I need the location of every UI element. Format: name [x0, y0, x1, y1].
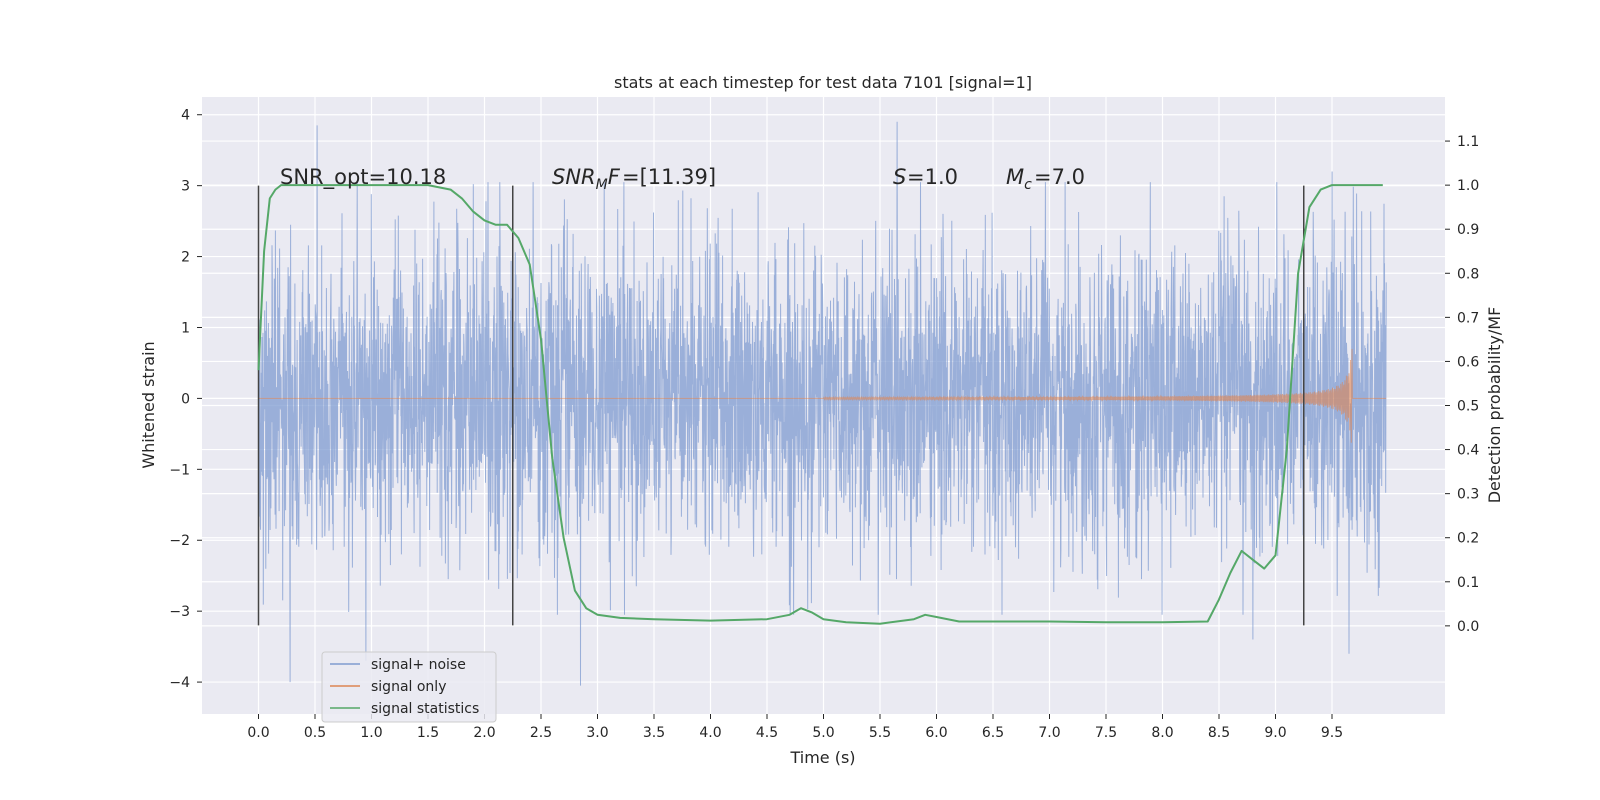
snr-opt-annotation: SNR_opt=10.18 [280, 165, 446, 190]
x-tick-label: 0.0 [247, 725, 269, 741]
y-axis-right-label: Detection probability/MF [1485, 307, 1504, 504]
y-axis-label: Whitened strain [139, 341, 158, 468]
legend-box [321, 651, 497, 723]
series-signal-plus-noise [258, 121, 1387, 686]
y-right-tick-label: 1.0 [1457, 178, 1479, 194]
legend: signal+ noise signal only signal statist… [321, 651, 497, 723]
x-tick-label: 1.0 [360, 725, 382, 741]
legend-entry-signal: signal only [371, 679, 446, 695]
x-tick-label: 9.0 [1264, 725, 1286, 741]
x-tick-label: 2.0 [473, 725, 495, 741]
y-right-tick-label: 0.1 [1457, 575, 1479, 591]
y-right-tick-label: 0.4 [1457, 443, 1479, 459]
y-tick-label: −1 [169, 462, 190, 478]
series-signal-statistics [257, 184, 1383, 625]
y-right-tick-label: 0.9 [1457, 222, 1479, 238]
y-tick-label: −3 [169, 604, 190, 620]
legend-entry-statistics: signal statistics [371, 701, 479, 717]
y-tick-label: −2 [169, 533, 190, 549]
y-right-tick-label: 1.1 [1457, 134, 1479, 150]
y-tick-label: 0 [181, 391, 190, 407]
y-tick-label: 3 [181, 179, 190, 195]
y-right-tick-label: 0.0 [1457, 619, 1479, 635]
x-tick-label: 4.0 [699, 725, 721, 741]
x-tick-label: 9.5 [1321, 725, 1343, 741]
s-symbol: S [893, 165, 906, 189]
x-tick-label: 3.5 [643, 725, 665, 741]
plot-area [257, 121, 1387, 686]
legend-entry-noise: signal+ noise [371, 657, 466, 673]
snr-mf-symbol: SNRMF [552, 165, 621, 193]
x-tick-label: 8.5 [1208, 725, 1230, 741]
series-signal-only [258, 348, 1387, 443]
y-right-tick-label: 0.3 [1457, 487, 1479, 503]
y-right-tick-label: 0.7 [1457, 310, 1479, 326]
x-tick-label: 5.5 [869, 725, 891, 741]
y-tick-label: 4 [181, 108, 190, 124]
x-tick-label: 7.0 [1038, 725, 1060, 741]
x-tick-label: 1.5 [417, 725, 439, 741]
s-value: =1.0 [907, 165, 958, 189]
mc-annotation: Mc =7.0 [1006, 165, 1085, 193]
y-tick-label: 2 [181, 250, 190, 266]
snr-mf-value: =[11.39] [622, 165, 716, 189]
y-tick-label: 1 [181, 320, 190, 336]
axes: 0.0 0.5 1.0 1.5 2.0 2.5 3.0 3.5 4.0 4.5 5.0 5.5 6.0 6… [169, 108, 1479, 741]
y-right-tick-label: 0.2 [1457, 531, 1479, 547]
chart-title: stats at each timestep for test data 710… [614, 73, 1032, 92]
x-tick-label: 8.0 [1151, 725, 1173, 741]
x-tick-label: 4.5 [756, 725, 778, 741]
x-tick-label: 5.0 [812, 725, 834, 741]
x-tick-label: 7.5 [1095, 725, 1117, 741]
x-tick-label: 0.5 [304, 725, 326, 741]
x-tick-label: 6.0 [925, 725, 947, 741]
s-annotation: S =1.0 [893, 165, 958, 189]
y-right-tick-label: 0.5 [1457, 399, 1479, 415]
mc-value: =7.0 [1034, 165, 1085, 189]
x-axis-label: Time (s) [789, 748, 855, 767]
x-tick-label: 3.0 [586, 725, 608, 741]
x-tick-label: 6.5 [982, 725, 1004, 741]
y-right-tick-label: 0.6 [1457, 354, 1479, 370]
y-right-tick-label: 0.8 [1457, 266, 1479, 282]
y-tick-label: −4 [169, 675, 190, 691]
snr-mf-annotation: SNRMF =[11.39] [552, 165, 716, 193]
x-tick-label: 2.5 [530, 725, 552, 741]
